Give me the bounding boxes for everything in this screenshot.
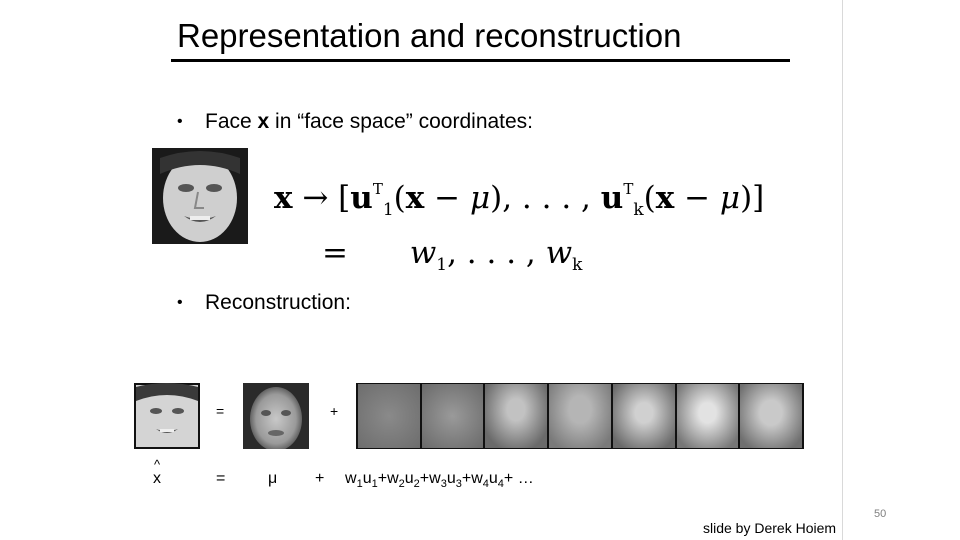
eq-u1: u xyxy=(350,180,373,216)
eq-mu2: μ xyxy=(719,180,741,216)
eq-sub1: 1 xyxy=(382,200,394,220)
x-hat-caret: ^ xyxy=(154,457,161,472)
eq-mu1: μ xyxy=(469,180,491,216)
eq-tk: T xyxy=(623,180,634,198)
slide-divider xyxy=(842,0,843,540)
eq-wk: w xyxy=(545,235,573,271)
term3-w: w xyxy=(429,470,441,487)
eq-arrow: → xyxy=(302,180,329,216)
term4-u-sub: 4 xyxy=(497,478,504,490)
term1-u-sub: 1 xyxy=(371,478,378,490)
eq-minus2: − xyxy=(674,180,720,216)
eq-wk-sub: k xyxy=(572,255,583,275)
term2-w: w xyxy=(387,470,399,487)
label-equals: = xyxy=(216,470,226,487)
eigenface-3 xyxy=(485,384,548,448)
term1-w-sub: 1 xyxy=(356,478,363,490)
term2-u: u xyxy=(404,470,414,487)
term3-u: u xyxy=(446,470,456,487)
eigenfaces-strip xyxy=(356,383,804,449)
eq-uk: u xyxy=(600,180,624,216)
term1-w: w xyxy=(345,470,357,487)
slide-canvas xyxy=(116,0,842,540)
eq-x-inner1: x xyxy=(405,180,425,216)
face-photo xyxy=(152,148,248,244)
mean-face-image xyxy=(243,383,309,449)
term3-u-sub: 3 xyxy=(455,478,462,490)
eq-subk: k xyxy=(633,200,644,220)
page-number: 50 xyxy=(874,508,887,520)
term1-u: u xyxy=(362,470,372,487)
reconstructed-face-image xyxy=(134,383,200,449)
bullet-text-suffix: in “face space” coordinates: xyxy=(269,110,534,133)
eq-w-dots: , . . . , xyxy=(447,235,546,271)
title-underline xyxy=(171,59,790,62)
label-plus: + xyxy=(315,470,325,487)
eigenface-2 xyxy=(421,384,484,448)
label-weighted-sum: w1u1+w2u2+w3u3+w4u4+ … xyxy=(345,470,534,490)
term2-w-sub: 2 xyxy=(398,478,405,490)
term2-plus: + xyxy=(419,470,430,487)
eq-w1-sub: 1 xyxy=(436,255,448,275)
bullet-text-bold-x: x xyxy=(257,110,270,133)
term4-u: u xyxy=(488,470,498,487)
term2-u-sub: 2 xyxy=(413,478,420,490)
slide-title: Representation and reconstruction xyxy=(177,17,682,54)
term3-plus: + xyxy=(461,470,472,487)
eq-equals: = xyxy=(322,235,348,271)
eq-minus1: − xyxy=(424,180,470,216)
plus-sign: + xyxy=(330,403,339,419)
bullet-text: Reconstruction: xyxy=(205,291,351,314)
projection-equation: x → [uT1(x − μ), . . . , uTk(x − μ)] xyxy=(274,180,765,220)
bullet-text: Face x in “face space” coordinates: xyxy=(205,109,533,135)
label-mu: μ xyxy=(268,470,278,487)
slide-credit: slide by Derek Hoiem xyxy=(703,520,837,536)
eq-x: x xyxy=(274,180,293,216)
eigenface-7 xyxy=(740,384,803,448)
weights-equation: = w1, . . . , wk xyxy=(322,233,583,275)
label-ellipsis: … xyxy=(513,470,534,487)
bullet-symbol: • xyxy=(177,294,183,311)
eq-t1: T xyxy=(372,180,383,198)
eq-x-inner2: x xyxy=(655,180,675,216)
bullet-symbol: • xyxy=(177,113,183,130)
eq-dots: , . . . , xyxy=(502,180,601,216)
term3-w-sub: 3 xyxy=(440,478,447,490)
eq-w1: w xyxy=(409,235,437,271)
term1-plus: + xyxy=(377,470,388,487)
term4-w: w xyxy=(471,470,483,487)
equals-sign: = xyxy=(216,403,225,419)
eigenface-5 xyxy=(612,384,675,448)
bullet-text-prefix: Face xyxy=(205,110,258,133)
term4-w-sub: 4 xyxy=(482,478,489,490)
eigenface-1 xyxy=(358,384,420,448)
eigenface-4 xyxy=(549,384,611,448)
term4-plus: + xyxy=(503,470,514,487)
eigenface-6 xyxy=(676,384,739,448)
label-x-hat: x xyxy=(153,470,161,487)
